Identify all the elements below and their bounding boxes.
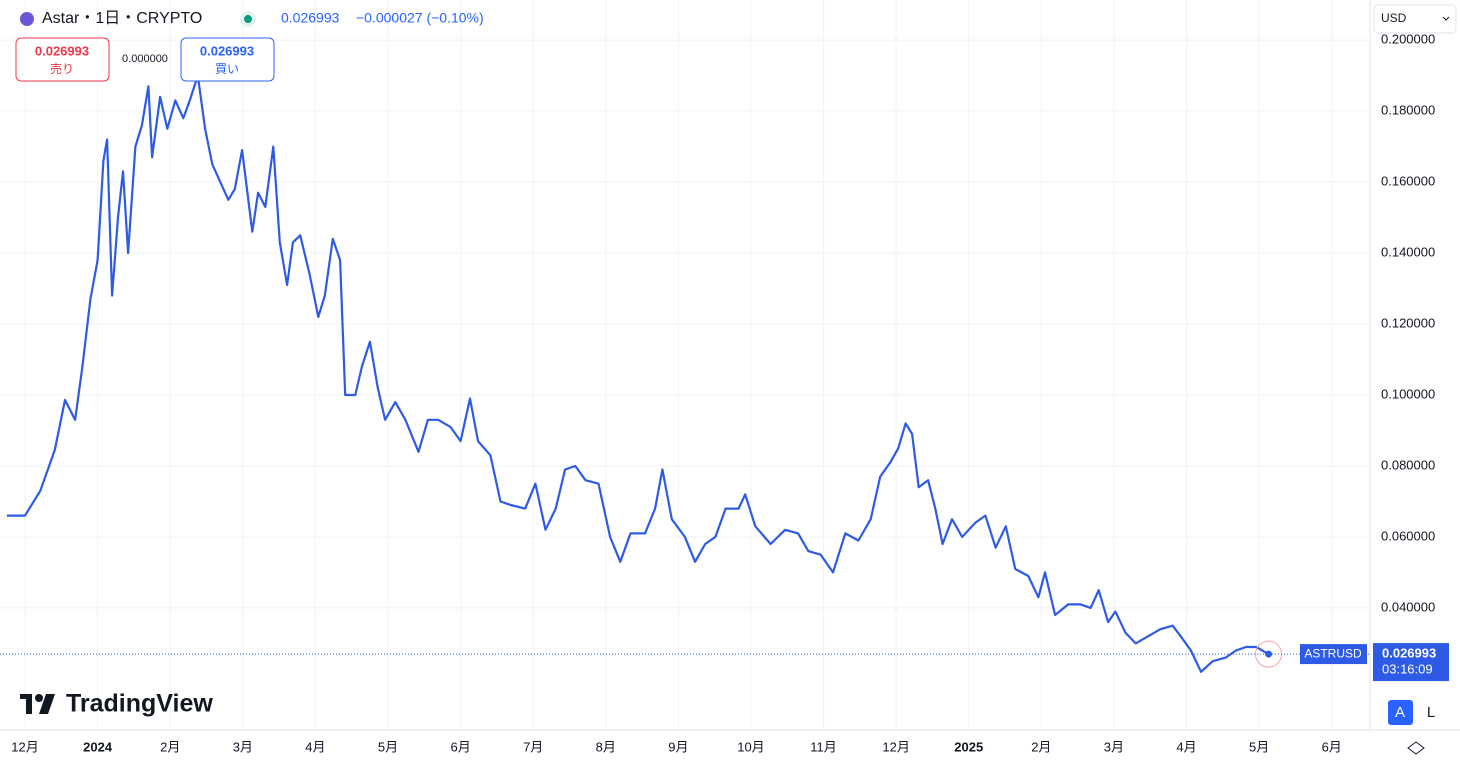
brand: TradingView	[66, 690, 213, 718]
buy-button[interactable]	[180, 37, 275, 82]
auto-scale-button[interactable]	[1388, 700, 1413, 725]
header-price: 0.026993	[281, 10, 340, 26]
x-tick-label: 3月	[1104, 739, 1124, 754]
y-tick-label: 0.120000	[1381, 315, 1435, 330]
countdown: 03:16:09	[1382, 662, 1433, 677]
y-tick-label: 0.140000	[1381, 244, 1435, 259]
series-tag	[1300, 644, 1367, 665]
y-tick-label: 0.100000	[1381, 386, 1435, 401]
sell-button[interactable]	[15, 37, 110, 82]
x-tick-label: 4月	[305, 739, 325, 754]
currency-select[interactable]	[1373, 4, 1457, 34]
x-tick-label: 12月	[11, 739, 38, 754]
x-tick-label: 5月	[1249, 739, 1269, 754]
x-tick-label: 2月	[160, 739, 180, 754]
sell-price: 0.026993	[35, 43, 89, 58]
logo	[20, 694, 55, 714]
symbol-title[interactable]: Astar・1日・CRYPTO	[42, 10, 202, 27]
buy-label: 買い	[215, 62, 239, 76]
currency: USD	[1381, 11, 1407, 25]
axes: 0.040000 0.060000 0.080000 0.100000 0.120000…	[11, 32, 1449, 754]
plot	[0, 74, 1370, 673]
x-tick-label: 2025	[954, 739, 983, 754]
x-tick-label: 10月	[737, 739, 764, 754]
last-price-label: 0.026993	[1382, 646, 1436, 661]
x-tick-label: 6月	[1322, 739, 1342, 754]
sell-label: 売り	[50, 61, 74, 76]
y-tick-label: 0.080000	[1381, 457, 1435, 472]
x-tick-label: 11月	[810, 739, 837, 754]
y-tick-label: 0.060000	[1381, 528, 1435, 543]
price-line	[6, 74, 1270, 673]
x-tick-label: 12月	[882, 739, 909, 754]
dropdown-arrow	[1442, 16, 1450, 21]
x-tick-label: 4月	[1176, 739, 1196, 754]
buy-price: 0.026993	[200, 43, 254, 58]
y-tick-label: 0.040000	[1381, 599, 1435, 614]
last-price-tag	[1373, 643, 1449, 682]
y-tick-label: 0.160000	[1381, 173, 1435, 188]
market-status[interactable]	[244, 15, 252, 23]
x-tick-label: 2月	[1031, 739, 1051, 754]
auto-scale-label: A	[1395, 704, 1405, 721]
y-tick-label: 0.200000	[1381, 32, 1435, 47]
log-scale-label[interactable]: L	[1427, 704, 1435, 721]
x-tick-label: 6月	[450, 739, 470, 754]
series-name: ASTRUSD	[1304, 646, 1362, 660]
header-change: −0.000027 (−0.10%)	[356, 10, 484, 26]
settings-icon[interactable]	[1407, 741, 1425, 755]
x-tick-label: 2024	[83, 739, 113, 754]
x-tick-label: 9月	[668, 739, 688, 754]
symbol-icon	[20, 12, 34, 26]
y-tick-label: 0.180000	[1381, 103, 1435, 118]
x-tick-label: 5月	[378, 739, 398, 754]
x-tick-label: 3月	[233, 739, 253, 754]
x-tick-label: 8月	[596, 739, 616, 754]
last-point	[1265, 650, 1273, 658]
spread: 0.000000	[122, 53, 168, 65]
x-tick-label: 7月	[523, 739, 543, 754]
